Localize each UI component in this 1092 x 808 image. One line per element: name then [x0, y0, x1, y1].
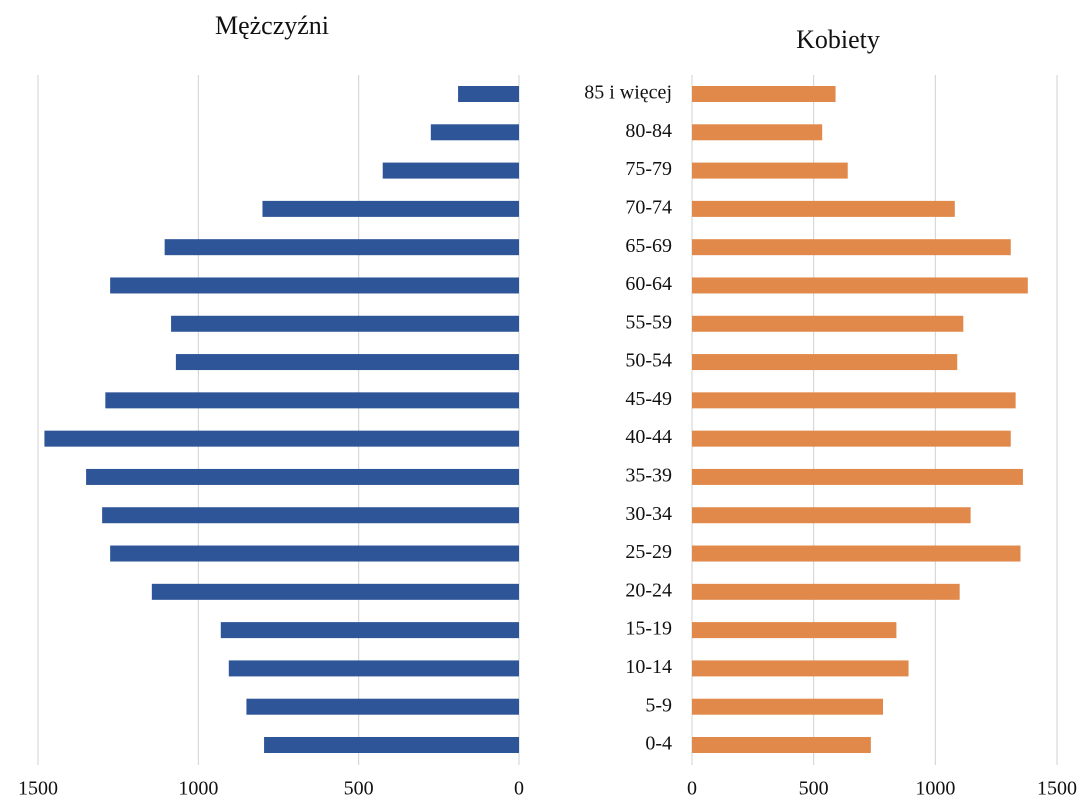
bar: [228, 660, 519, 677]
bar: [264, 737, 519, 753]
bar: [262, 200, 519, 217]
bar: [692, 622, 897, 639]
x-tick-label: 500: [799, 778, 829, 800]
bar: [692, 545, 1021, 562]
category-label: 60-64: [625, 273, 672, 295]
category-label: 15-19: [625, 618, 672, 640]
category-label: 85 i więcej: [584, 82, 672, 104]
bar: [110, 277, 520, 294]
bar: [692, 162, 848, 179]
category-label: 45-49: [625, 388, 672, 410]
category-label: 50-54: [625, 350, 672, 372]
category-label: 30-34: [625, 503, 672, 525]
x-tick-label: 1500: [18, 778, 58, 800]
category-label: 25-29: [625, 541, 672, 563]
x-tick-label: 1000: [915, 778, 955, 800]
bar: [692, 86, 836, 102]
category-label: 65-69: [625, 235, 672, 257]
bar: [692, 392, 1016, 409]
bar: [692, 354, 958, 371]
bar: [692, 507, 971, 524]
bar: [102, 507, 519, 524]
bar: [692, 124, 823, 141]
bar: [175, 354, 520, 371]
category-label: 20-24: [625, 579, 672, 601]
x-tick-label: 1500: [1037, 778, 1077, 800]
bar: [86, 468, 519, 485]
category-label: 35-39: [625, 465, 672, 487]
bar: [382, 162, 519, 179]
bar: [151, 583, 519, 600]
category-label: 75-79: [625, 158, 672, 180]
bar: [692, 660, 909, 677]
x-tick-label: 500: [344, 778, 374, 800]
bar: [692, 583, 960, 600]
bar: [458, 86, 519, 102]
chart-title: Kobiety: [796, 25, 880, 54]
bar: [692, 430, 1011, 447]
bar: [44, 430, 520, 447]
bar: [692, 200, 955, 217]
x-tick-label: 0: [687, 778, 697, 800]
bar: [692, 698, 884, 715]
bar: [692, 239, 1011, 256]
category-label: 40-44: [625, 426, 672, 448]
bar: [220, 622, 519, 639]
bar: [164, 239, 519, 256]
bar: [692, 277, 1028, 294]
x-tick-label: 0: [514, 778, 524, 800]
bar: [246, 698, 519, 715]
bar: [105, 392, 519, 409]
bar: [110, 545, 520, 562]
bar: [692, 737, 871, 753]
category-label: 80-84: [625, 120, 672, 142]
category-label: 10-14: [625, 656, 672, 678]
category-label: 5-9: [645, 694, 672, 716]
category-label: 0-4: [645, 733, 672, 755]
category-label: 70-74: [625, 196, 672, 218]
chart-title: Mężczyźni: [215, 11, 329, 40]
bar: [430, 124, 519, 141]
category-label: 55-59: [625, 311, 672, 333]
x-tick-label: 1000: [178, 778, 218, 800]
bar: [692, 315, 964, 332]
bar: [171, 315, 519, 332]
bar: [692, 468, 1023, 485]
